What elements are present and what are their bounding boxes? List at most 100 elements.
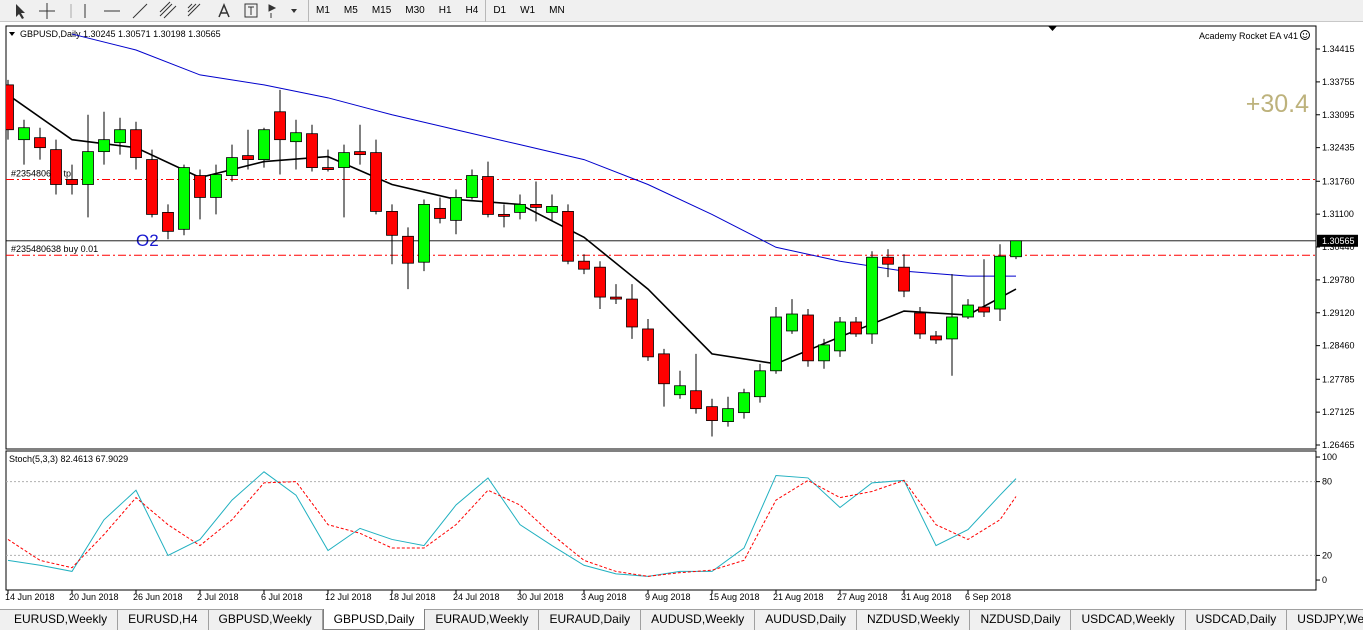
label-icon[interactable] — [244, 3, 258, 18]
candle-body — [546, 206, 558, 213]
candle-body — [818, 344, 830, 362]
symbol-tab[interactable]: NZDUSD,Weekly — [857, 610, 971, 630]
x-tick-label: 9 Aug 2018 — [645, 592, 691, 602]
candle-body — [834, 321, 846, 352]
symbol-tab[interactable]: AUDUSD,Weekly — [641, 610, 756, 630]
symbol-tab[interactable]: NZDUSD,Daily — [970, 610, 1072, 630]
candle-body — [498, 213, 510, 217]
symbol-tab[interactable]: USDJPY,Weekly — [1287, 610, 1363, 630]
ea-name: Academy Rocket EA v41 — [1199, 31, 1298, 41]
y-tick-label: 1.29120 — [1322, 308, 1355, 318]
symbol-tab[interactable]: EURUSD,H4 — [118, 610, 209, 630]
candle-body — [290, 132, 302, 143]
stoch-tick-label: 0 — [1322, 575, 1327, 585]
candle-body — [130, 129, 142, 159]
channel-icon[interactable] — [159, 1, 177, 19]
x-tick-label: 24 Jul 2018 — [453, 592, 500, 602]
y-tick-label: 1.34415 — [1322, 44, 1355, 54]
candle-body — [194, 175, 206, 198]
symbol-tab[interactable]: USDCAD,Weekly — [1071, 610, 1186, 630]
current-price-box — [1317, 234, 1358, 247]
candle-body — [82, 151, 94, 185]
candle-body — [850, 321, 862, 335]
candle-body — [978, 306, 990, 313]
timeframe-button[interactable]: M5 — [343, 5, 358, 16]
stoch-plot — [6, 471, 1316, 577]
x-tick-label: 6 Jul 2018 — [261, 592, 303, 602]
symbol-tab[interactable]: GBPUSD,Weekly — [209, 610, 323, 630]
y-tick-label: 1.27785 — [1322, 374, 1355, 384]
chart-header: GBPUSD,Daily 1.30245 1.30571 1.30198 1.3… — [20, 29, 221, 39]
candle-body — [306, 133, 318, 168]
symbol-tab[interactable]: AUDUSD,Daily — [755, 610, 857, 630]
order-level-label: #235480638 buy 0.01 — [11, 244, 98, 254]
candle-body — [258, 129, 270, 160]
symbol-tab[interactable]: GBPUSD,Daily — [322, 609, 426, 630]
candle-body — [946, 316, 958, 340]
y-tick-label: 1.29780 — [1322, 275, 1355, 285]
candle-body — [370, 152, 382, 212]
candle-body — [98, 139, 110, 153]
candle-body — [434, 208, 446, 219]
candle-body — [482, 176, 494, 215]
timeframe-button[interactable]: M1 — [308, 0, 337, 22]
candle-body — [738, 392, 750, 414]
candle-body — [66, 179, 78, 185]
ea-smiley — [1300, 30, 1310, 40]
symbol-tab[interactable]: EURAUD,Daily — [539, 610, 642, 630]
candle-body — [882, 256, 894, 265]
x-tick-label: 27 Aug 2018 — [837, 592, 888, 602]
stoch-header: Stoch(5,3,3) 82.4613 67.9029 — [9, 454, 128, 464]
header-arrow[interactable] — [9, 32, 15, 36]
timeframe-button[interactable]: H1 — [438, 5, 452, 16]
x-tick-label: 15 Aug 2018 — [709, 592, 760, 602]
timeframe-button[interactable]: H4 — [465, 5, 479, 16]
x-tick-label: 3 Aug 2018 — [581, 592, 627, 602]
fibo-icon[interactable] — [187, 3, 201, 17]
candle-body — [866, 256, 878, 335]
candle-body — [242, 155, 254, 160]
timeframe-button[interactable]: W1 — [520, 5, 536, 16]
candle-body — [674, 385, 686, 396]
candle-body — [274, 111, 286, 141]
stoch-main — [7, 471, 1017, 577]
candle-body — [466, 175, 478, 198]
candle-body — [770, 316, 782, 372]
timeframe-button[interactable]: D1 — [485, 0, 513, 22]
stoch-signal — [7, 479, 1017, 577]
cursor-icon[interactable] — [16, 4, 25, 19]
candle-body — [626, 298, 638, 328]
candle-body — [402, 235, 414, 264]
candle-body — [114, 129, 126, 144]
stoch-tick-label: 80 — [1322, 477, 1332, 487]
timeframe-button[interactable]: M15 — [371, 5, 392, 16]
timeframe-button[interactable]: M30 — [405, 5, 425, 16]
candle-body — [562, 210, 574, 262]
candle-body — [1010, 240, 1022, 258]
timeframe-button[interactable]: MN — [549, 5, 565, 16]
candle-body — [210, 174, 222, 198]
price-plot: #235480638 tp #235480638 buy 0.01 — [6, 33, 1316, 437]
dropdown-icon[interactable] — [291, 9, 297, 13]
candle-body — [178, 167, 190, 230]
candle-body — [418, 204, 430, 263]
stoch-tick-label: 100 — [1322, 452, 1337, 462]
symbol-tab[interactable]: EURUSD,Weekly — [4, 610, 119, 630]
trendline-icon[interactable] — [132, 3, 148, 19]
text-icon[interactable] — [218, 3, 230, 18]
x-tick-label: 31 Aug 2018 — [901, 592, 952, 602]
x-tick-label: 2 Jul 2018 — [197, 592, 239, 602]
candle-body — [450, 197, 462, 221]
candle-body — [642, 328, 654, 358]
symbol-tab[interactable]: USDCAD,Daily — [1186, 610, 1288, 630]
candle-body — [34, 137, 46, 149]
arrow-icon[interactable] — [268, 4, 277, 18]
toolbar: M1 M5 M15 M30 H1 H4 D1 W1 MN — [0, 0, 1363, 22]
order-level-label: #235480638 tp — [11, 169, 71, 179]
candle-body — [930, 335, 942, 341]
y-tick-label: 1.27125 — [1322, 407, 1355, 417]
candle-body — [50, 149, 62, 185]
crosshair-icon[interactable] — [39, 3, 55, 19]
symbol-tab[interactable]: EURAUD,Weekly — [425, 610, 540, 630]
